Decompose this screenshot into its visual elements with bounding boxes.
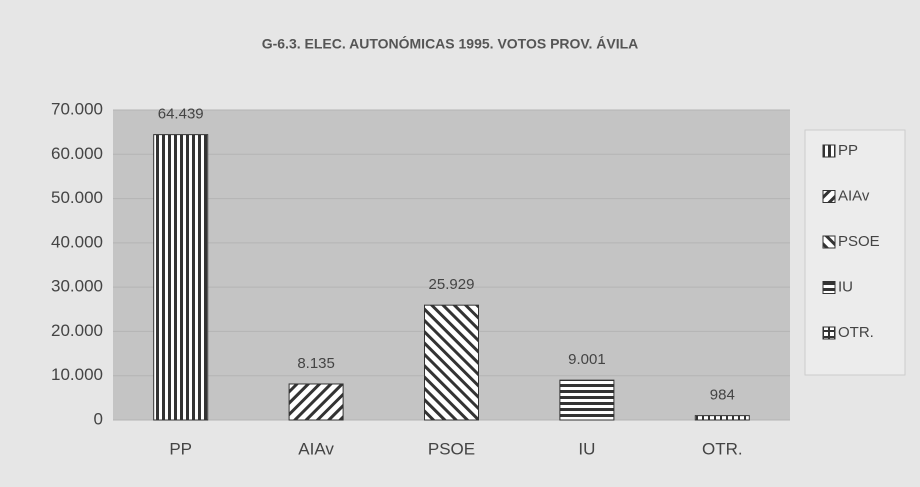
y-tick-label: 50.000 (51, 188, 103, 207)
x-tick-label: AIAv (298, 439, 334, 458)
chart-title: G-6.3. ELEC. AUTONÓMICAS 1995. VOTOS PRO… (262, 35, 639, 52)
y-tick-label: 70.000 (51, 99, 103, 118)
value-label: 64.439 (158, 106, 204, 123)
y-tick-label: 30.000 (51, 277, 103, 296)
bar (694, 415, 750, 421)
x-tick-label: PSOE (428, 439, 475, 458)
x-tick-label: IU (578, 439, 595, 458)
y-tick-label: 0 (94, 409, 103, 428)
legend-swatch (822, 190, 836, 203)
legend-label: AIAv (838, 187, 870, 204)
bar (559, 379, 615, 421)
legend-label: PSOE (838, 233, 880, 250)
y-tick-label: 40.000 (51, 232, 103, 251)
y-tick-label: 60.000 (51, 144, 103, 163)
value-label: 25.929 (429, 276, 475, 293)
value-label: 984 (710, 387, 735, 404)
bar (424, 304, 479, 421)
value-label: 9.001 (568, 351, 606, 368)
legend-label: OTR. (838, 324, 874, 341)
bar (153, 134, 209, 421)
bar (288, 383, 344, 421)
x-tick-label: PP (169, 439, 192, 458)
legend-swatch (822, 281, 836, 294)
legend-swatch (822, 144, 836, 158)
value-label: 8.135 (297, 355, 335, 372)
legend-swatch (822, 235, 836, 249)
y-tick-label: 10.000 (51, 365, 103, 384)
legend-label: IU (838, 278, 853, 295)
legend-label: PP (838, 142, 858, 159)
legend-swatch (822, 326, 836, 340)
x-tick-label: OTR. (702, 439, 743, 458)
y-tick-label: 20.000 (51, 321, 103, 340)
legend-box (804, 129, 906, 376)
